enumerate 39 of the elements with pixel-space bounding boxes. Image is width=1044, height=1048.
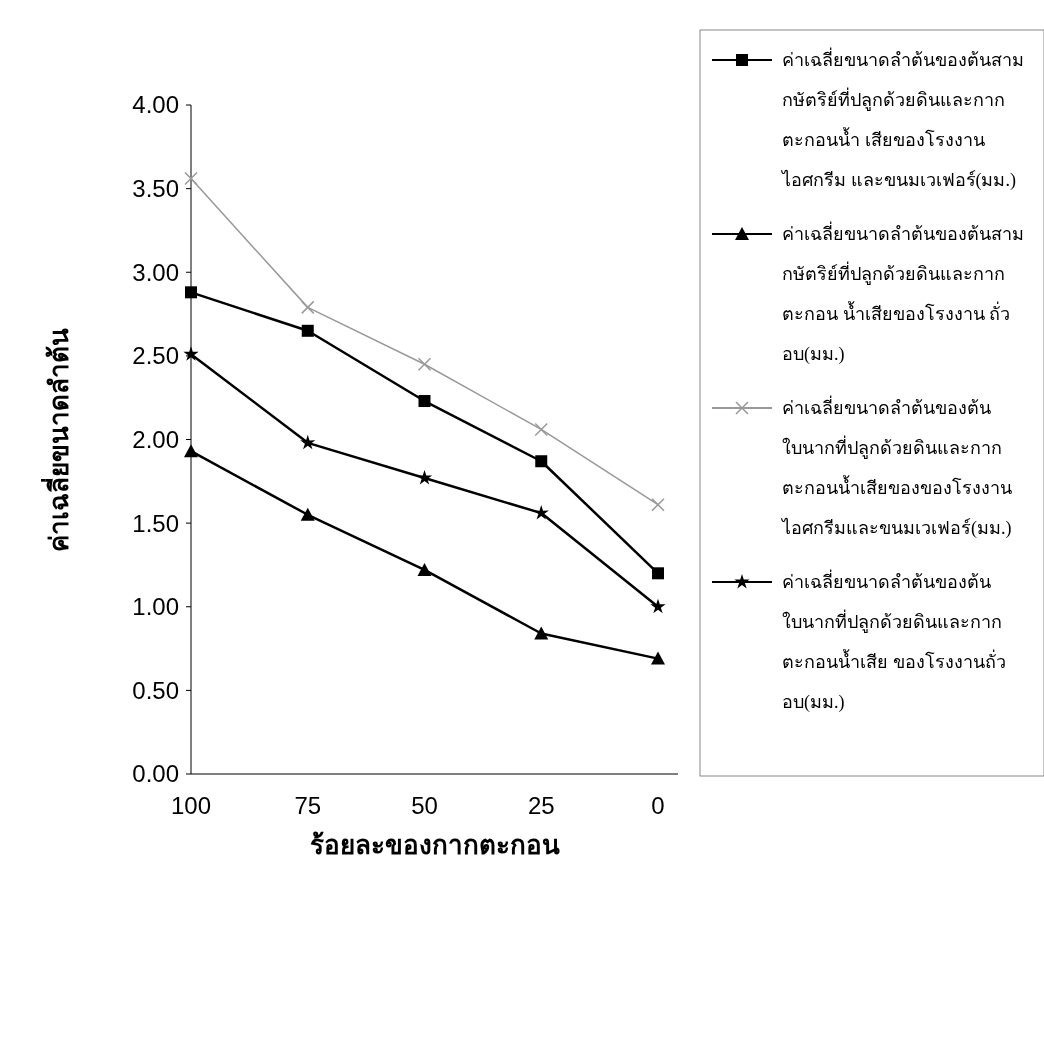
x-tick-label: 0	[651, 792, 665, 819]
x-tick-label: 50	[411, 792, 438, 819]
point	[183, 346, 199, 361]
point	[534, 626, 549, 640]
y-tick-label: 0.50	[132, 676, 179, 704]
x-tick-label: 100	[170, 792, 212, 819]
point	[300, 434, 316, 450]
point	[535, 455, 548, 468]
point	[301, 300, 315, 315]
point	[651, 651, 665, 665]
y-axis-title: ค่าเฉลี่ยขนาดลำต้น	[40, 327, 74, 552]
point	[301, 324, 314, 337]
point	[652, 567, 664, 580]
y-tick-label: 4.00	[132, 91, 179, 119]
x-tick-label: 75	[294, 792, 322, 819]
point	[418, 395, 431, 408]
y-tick-label: 1.00	[132, 593, 179, 621]
point	[650, 598, 666, 614]
x-axis-title: ร้อยละของกากตะกอน	[309, 830, 560, 860]
legend-label: ค่าเฉลี่ยขนาดลำต้นของต้นสามกษัตริย์ที่ปลูกด้วยดินและกากตะกอน น้ำเสียของโรงงาน ถั่วอบ(มม.)	[782, 221, 1024, 365]
point	[184, 171, 198, 186]
point	[417, 357, 432, 371]
point	[184, 444, 198, 458]
legend-label: ค่าเฉลี่ยขนาดลำต้นของต้นใบนากที่ปลูกด้วยดินและกากตะกอนน้ำเสีย ของโรงงานถั่วอบ(มม.)	[782, 569, 1006, 713]
point	[417, 562, 432, 576]
point	[534, 422, 548, 437]
y-tick-label: 2.50	[132, 342, 179, 370]
y-tick-label: 0.00	[132, 760, 179, 788]
y-tick-label: 2.00	[132, 425, 179, 453]
y-tick-label: 3.00	[132, 258, 179, 286]
point	[185, 286, 197, 299]
y-tick-label: 1.50	[132, 509, 179, 537]
point	[651, 497, 665, 512]
y-tick-label: 3.50	[132, 175, 179, 203]
point	[533, 505, 549, 520]
legend-label: ค่าเฉลี่ยขนาดลำต้นของต้นใบนากที่ปลูกด้วยดินและกากตะกอนน้ำเสียของของโรงงานไอศกรีมและขนมเวเฟอร์(มม.)	[780, 395, 1012, 539]
point	[300, 507, 315, 521]
x-tick-label: 25	[527, 792, 555, 819]
legend-label: ค่าเฉลี่ยขนาดลำต้นของต้นสามกษัตริย์ที่ปลูกด้วยดินและกากตะกอนน้ำ เสียของโรงงานไอศกรีม และขนมเวเฟอร์(มม.)	[780, 47, 1024, 191]
